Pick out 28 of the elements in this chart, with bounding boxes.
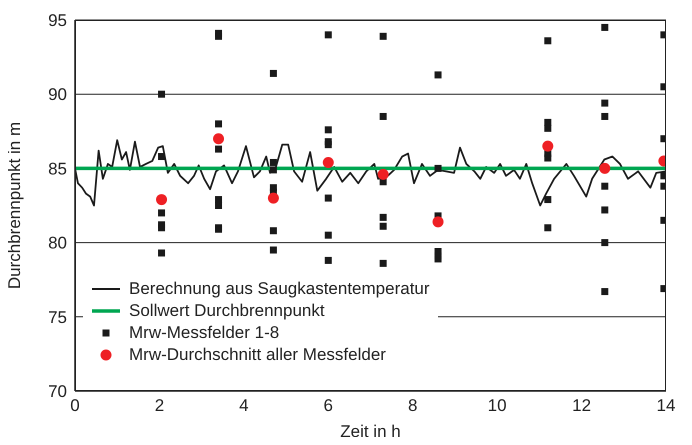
- point: [213, 133, 224, 144]
- y-tick-label: 90: [48, 85, 67, 104]
- point: [542, 140, 554, 152]
- x-tick-label: 8: [408, 396, 418, 416]
- y-tick-label: 75: [48, 308, 67, 327]
- x-tick-label: 14: [656, 396, 676, 416]
- point: [378, 168, 389, 180]
- legend-label: Mrw-Messfelder 1-8: [129, 322, 280, 344]
- y-tick-label: 70: [48, 382, 67, 402]
- legend-label: Mrw-Durchschnitt aller Messfelder: [129, 344, 386, 366]
- legend-label: Berechnung aus Saugkastentemperatur: [129, 278, 430, 300]
- x-tick-label: 6: [324, 396, 334, 416]
- x-tick-label: 4: [239, 396, 249, 416]
- x-tick-label: 2: [154, 396, 164, 416]
- x-tick-label: 12: [572, 396, 592, 416]
- x-tick-label: 10: [488, 396, 507, 416]
- y-tick-label: 80: [48, 234, 67, 253]
- x-axis-title: Zeit in h: [340, 422, 401, 441]
- point: [432, 216, 444, 228]
- x-tick-label: 0: [70, 396, 80, 416]
- y-tick-label: 95: [48, 11, 67, 30]
- point: [599, 162, 610, 174]
- legend-label: Sollwert Durchbrennpunkt: [129, 300, 325, 322]
- y-tick-label: 85: [48, 159, 67, 178]
- point: [322, 156, 334, 168]
- point: [156, 194, 168, 206]
- y-axis-title: Durchbrennpunkt in m: [5, 122, 24, 290]
- point: [268, 192, 279, 204]
